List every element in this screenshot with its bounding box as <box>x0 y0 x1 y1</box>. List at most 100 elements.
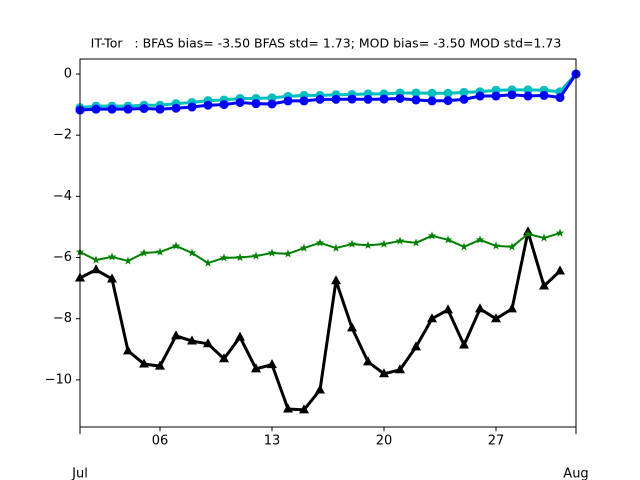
marker <box>395 93 405 103</box>
x-tick-label: 13 <box>264 434 281 449</box>
marker <box>475 235 485 244</box>
marker <box>251 99 261 109</box>
marker <box>251 251 261 260</box>
marker <box>507 90 517 100</box>
x-tick-label: 06 <box>152 434 169 449</box>
marker <box>315 384 325 394</box>
marker <box>267 248 277 257</box>
marker <box>107 252 117 261</box>
marker <box>491 313 501 323</box>
marker <box>123 104 133 114</box>
marker <box>331 243 341 252</box>
marker <box>443 88 453 98</box>
marker <box>91 264 101 274</box>
y-tick-label: −6 <box>53 250 72 265</box>
marker <box>347 239 357 248</box>
marker <box>443 304 453 314</box>
marker <box>507 303 517 313</box>
marker <box>171 103 181 113</box>
marker <box>459 339 469 349</box>
marker <box>203 338 213 348</box>
marker <box>555 93 565 103</box>
marker <box>139 104 149 114</box>
marker <box>363 356 373 366</box>
marker <box>443 96 453 106</box>
marker <box>411 95 421 105</box>
marker <box>299 404 309 414</box>
marker <box>171 241 181 250</box>
marker <box>155 247 165 256</box>
chart-title: IT-Tor : BFAS bias= -3.50 BFAS std= 1.73… <box>91 36 562 51</box>
marker <box>155 104 165 114</box>
marker <box>395 364 405 374</box>
marker <box>459 242 469 251</box>
marker <box>459 87 469 97</box>
y-tick-label: −8 <box>53 311 72 326</box>
marker <box>379 368 389 378</box>
plot-frame <box>79 58 577 428</box>
marker <box>91 104 101 114</box>
marker <box>155 360 165 370</box>
marker <box>539 90 549 100</box>
marker <box>235 253 245 262</box>
marker <box>219 353 229 363</box>
marker <box>363 240 373 249</box>
marker <box>523 91 533 101</box>
x-tick-label: 20 <box>376 434 393 449</box>
y-tick-label: −2 <box>53 128 72 143</box>
marker <box>331 275 341 285</box>
marker <box>139 248 149 257</box>
marker <box>427 96 437 106</box>
marker <box>459 94 469 104</box>
marker <box>187 248 197 257</box>
marker <box>555 265 565 275</box>
marker <box>235 331 245 341</box>
y-tick-label: −10 <box>45 372 72 387</box>
marker <box>187 335 197 345</box>
marker <box>219 100 229 110</box>
marker <box>203 258 213 267</box>
marker <box>411 341 421 351</box>
marker <box>283 403 293 413</box>
marker <box>235 97 245 107</box>
marker <box>411 88 421 98</box>
marker <box>123 256 133 265</box>
marker <box>539 233 549 242</box>
marker <box>331 94 341 104</box>
marker <box>315 238 325 247</box>
marker <box>507 242 517 251</box>
marker <box>395 236 405 245</box>
marker <box>347 94 357 104</box>
marker <box>107 104 117 114</box>
marker <box>347 322 357 332</box>
marker <box>187 102 197 112</box>
marker <box>491 91 501 101</box>
marker <box>203 100 213 110</box>
marker <box>379 239 389 248</box>
marker <box>379 94 389 104</box>
y-tick-label: −4 <box>53 189 72 204</box>
marker <box>123 345 133 355</box>
marker <box>251 363 261 373</box>
marker <box>139 358 149 368</box>
marker <box>475 91 485 101</box>
marker <box>475 303 485 313</box>
marker <box>107 273 117 283</box>
marker <box>443 235 453 244</box>
x-tick-label: 27 <box>488 434 505 449</box>
marker <box>283 249 293 258</box>
marker <box>267 359 277 369</box>
marker <box>299 96 309 106</box>
x-month-label: Aug <box>563 467 588 480</box>
marker <box>219 253 229 262</box>
marker <box>411 238 421 247</box>
marker <box>523 229 533 238</box>
marker <box>315 94 325 104</box>
marker <box>427 313 437 323</box>
marker <box>427 231 437 240</box>
marker <box>91 255 101 264</box>
marker <box>539 280 549 290</box>
x-month-label: Jul <box>71 467 88 480</box>
marker <box>363 94 373 104</box>
